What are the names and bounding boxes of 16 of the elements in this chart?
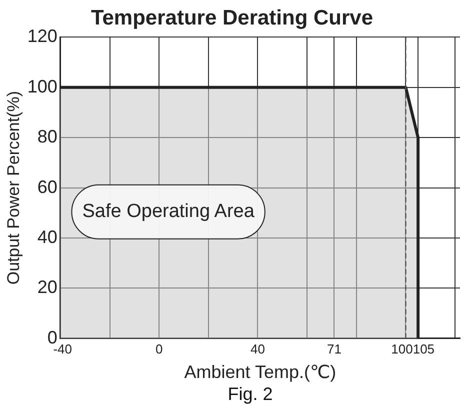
y-axis-title: Output Power Percent(%)	[4, 90, 23, 285]
x-tick-label: 71	[326, 341, 342, 356]
x-tick-label: 0	[155, 341, 163, 356]
y-tick-label: 20	[37, 277, 58, 298]
y-tick-label: 120	[27, 26, 58, 46]
x-tick-label: 40	[250, 341, 265, 356]
y-tick-label: 80	[37, 126, 58, 147]
annotation: Safe Operating Area	[82, 201, 255, 222]
y-tick-label: 100	[27, 76, 58, 96]
x-tick-label: 105	[412, 341, 435, 356]
y-tick-label: 60	[37, 176, 58, 197]
chart-title: Temperature Derating Curve	[90, 6, 374, 30]
y-tick-label: 40	[37, 226, 58, 247]
x-tick-label: 100	[391, 341, 413, 356]
caption: Fig. 2	[228, 384, 273, 404]
x-axis-title: Ambient Temp.(℃)	[184, 362, 336, 382]
